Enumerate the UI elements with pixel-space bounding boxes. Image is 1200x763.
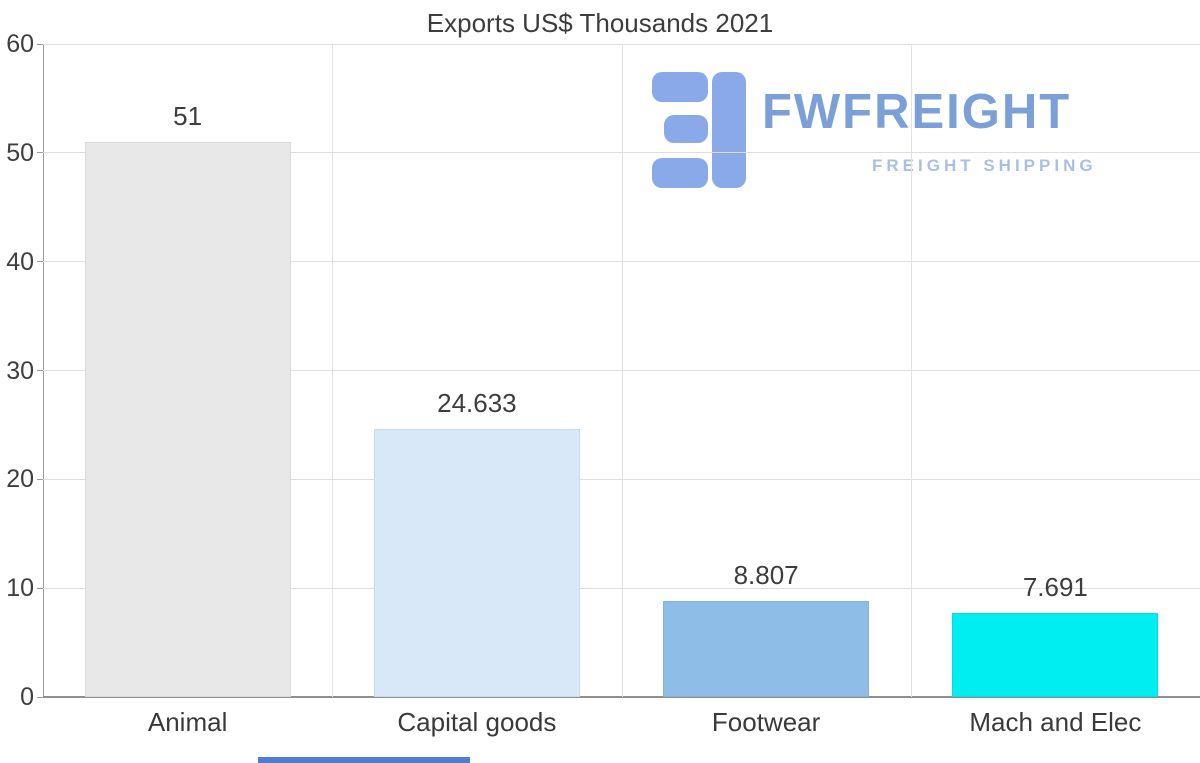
bar-value-label: 8.807 — [733, 560, 799, 591]
x-axis-line — [43, 696, 1200, 698]
gridline-vertical — [621, 44, 623, 697]
bar-value-label: 7.691 — [1022, 572, 1088, 603]
gridline-vertical — [910, 44, 912, 697]
brand-tagline: FREIGHT SHIPPING — [872, 156, 1097, 175]
y-axis-tick — [37, 370, 43, 371]
bar — [373, 428, 580, 697]
bar — [952, 613, 1159, 697]
x-category-label: Capital goods — [397, 707, 557, 737]
y-tick-label: 20 — [6, 465, 34, 494]
y-tick-label: 30 — [6, 356, 34, 385]
y-tick-label: 10 — [6, 574, 34, 603]
x-category-label: Footwear — [711, 707, 821, 737]
gridline-vertical — [332, 44, 334, 697]
y-tick-label: 0 — [20, 683, 34, 711]
x-category-label: Mach and Elec — [969, 707, 1142, 737]
watermark-logo: FWFREIGHT FREIGHT SHIPPING — [650, 68, 1150, 193]
bar-value-label: 51 — [173, 100, 203, 131]
chart-title: Exports US$ Thousands 2021 — [426, 8, 774, 38]
y-axis-tick — [37, 696, 43, 698]
y-axis-tick — [37, 152, 43, 154]
x-category-label: Animal — [147, 707, 228, 737]
brand-text: FWFREIGHT — [762, 85, 1072, 139]
y-tick-label: 60 — [6, 30, 34, 58]
y-axis-tick — [37, 587, 43, 589]
logo-blocks — [652, 72, 746, 188]
y-axis-tick — [37, 43, 43, 45]
y-tick-label: 40 — [6, 247, 34, 276]
bar-value-label: 24.633 — [437, 387, 517, 418]
bar — [663, 601, 870, 697]
bar — [84, 141, 291, 697]
y-axis-tick — [37, 478, 43, 480]
y-axis-tick — [37, 261, 43, 263]
y-tick-label: 50 — [6, 138, 34, 167]
scrollbar-thumb[interactable] — [258, 757, 470, 763]
freight-logo-icon — [652, 72, 746, 188]
